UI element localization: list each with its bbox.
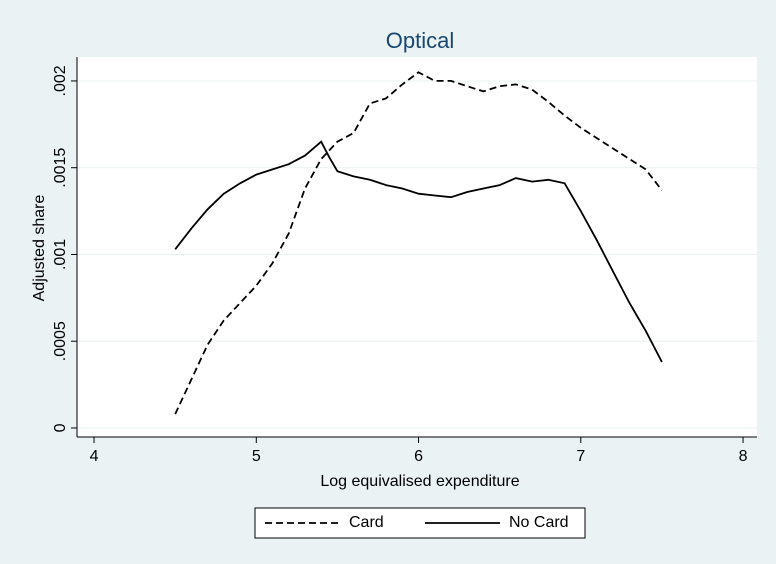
x-tick-label: 5: [252, 448, 261, 465]
x-tick-label: 7: [576, 448, 585, 465]
y-tick-label: .001: [52, 239, 69, 270]
y-tick-label: .0005: [52, 321, 69, 361]
x-tick-label: 6: [414, 448, 423, 465]
legend-label: No Card: [509, 514, 569, 531]
plot-area: [77, 57, 757, 437]
chart-title: Optical: [386, 28, 454, 53]
series-line: [174, 140, 663, 363]
x-tick-label: 8: [739, 448, 748, 465]
legend-label: Card: [349, 514, 384, 531]
series-line: [174, 71, 663, 415]
y-tick-label: 0: [52, 423, 69, 432]
y-tick-label: .0015: [52, 148, 69, 188]
x-axis-label: Log equivalised expenditure: [320, 473, 519, 490]
y-tick-label: .002: [52, 65, 69, 96]
y-axis-label: Adjusted share: [31, 195, 48, 302]
x-tick-label: 4: [90, 448, 99, 465]
